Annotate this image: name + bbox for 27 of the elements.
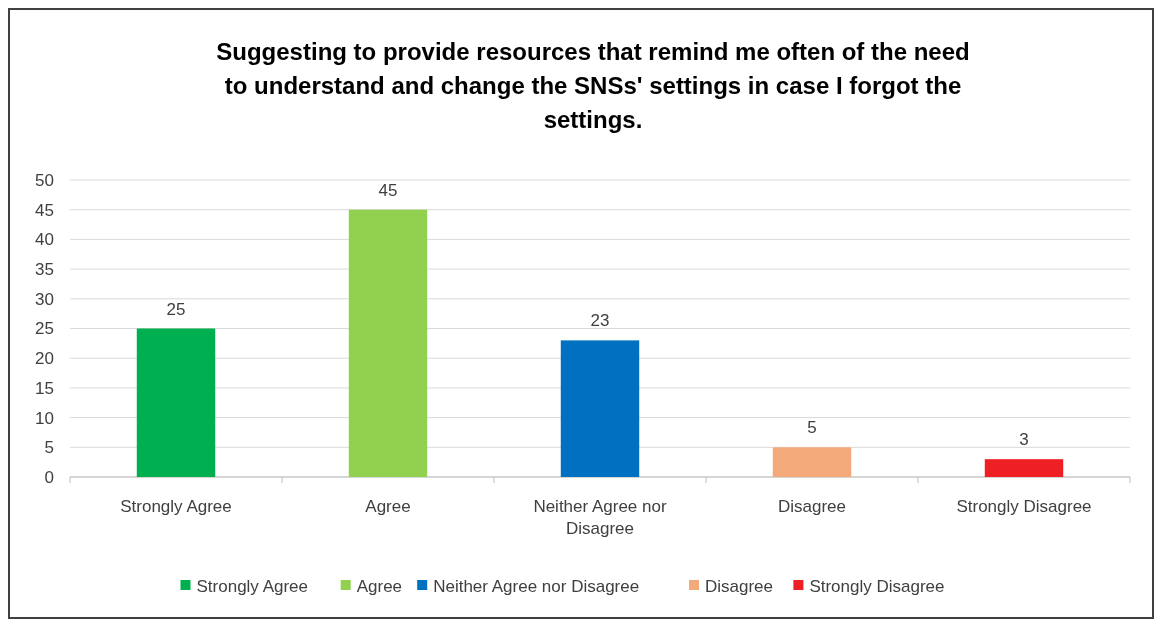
data-label: 25 — [166, 299, 186, 319]
y-tick-label: 40 — [35, 230, 54, 250]
y-tick-label: 5 — [44, 438, 54, 458]
y-tick-label: 15 — [35, 378, 54, 398]
legend-label: Neither Agree nor Disagree — [433, 576, 640, 596]
y-tick-label: 0 — [44, 467, 54, 487]
data-label: 5 — [807, 418, 817, 438]
x-tick-label: Disagree — [777, 497, 847, 516]
y-tick-label: 25 — [35, 319, 54, 339]
chart-title: Suggesting to provide resources that remind me often of the need to understand and change the SNSs' settings in case I forgot the settings. — [216, 38, 970, 133]
x-tick-label: Strongly Agree — [120, 497, 232, 516]
x-tick-label: Strongly Disagree — [956, 497, 1092, 516]
x-tick-label: Agree — [365, 497, 411, 516]
legend-label: Agree — [356, 576, 403, 596]
y-tick-label: 45 — [35, 200, 54, 220]
data-label: 23 — [590, 311, 610, 331]
y-tick-label: 50 — [35, 170, 54, 190]
data-label: 3 — [1019, 430, 1029, 450]
x-tick-label: Neither Agree nor Disagree — [533, 497, 667, 538]
legend-label: Strongly Disagree — [809, 576, 945, 596]
data-label: 45 — [378, 180, 398, 200]
y-tick-label: 35 — [35, 260, 54, 280]
y-tick-label: 10 — [35, 408, 54, 428]
legend-label: Disagree — [705, 576, 774, 596]
y-tick-label: 30 — [35, 289, 54, 309]
y-tick-label: 20 — [35, 349, 54, 369]
legend-label: Strongly Agree — [196, 576, 309, 596]
